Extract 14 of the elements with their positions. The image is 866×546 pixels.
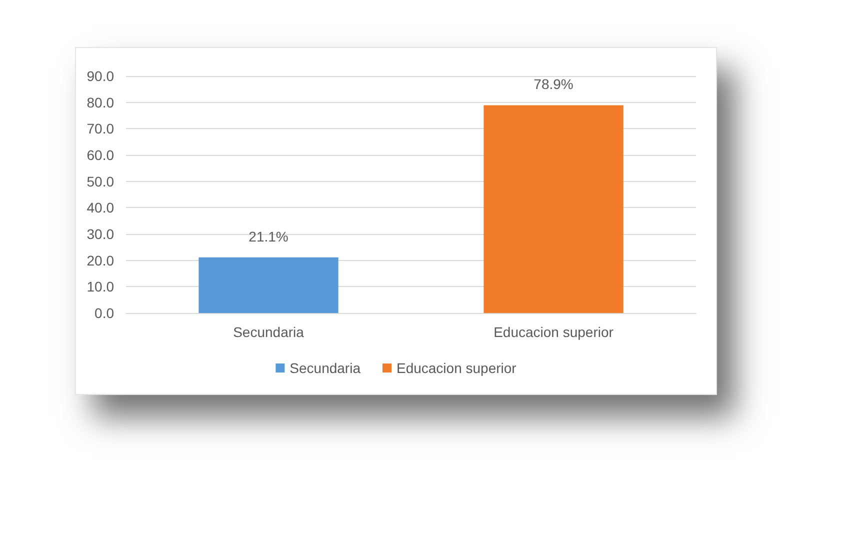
legend-label: Secundaria xyxy=(290,360,361,376)
y-tick-label: 80.0 xyxy=(86,94,114,110)
y-tick-label: 60.0 xyxy=(86,147,114,163)
y-tick-label: 50.0 xyxy=(86,173,114,190)
legend-label: Educacion superior xyxy=(396,360,517,376)
y-tick-label: 90.0 xyxy=(86,68,114,84)
y-tick-label: 20.0 xyxy=(86,252,114,268)
data-label: 21.1% xyxy=(248,228,288,244)
y-tick-label: 70.0 xyxy=(86,120,114,137)
y-tick-label: 40.0 xyxy=(86,200,114,216)
y-tick-label: 0.0 xyxy=(94,305,114,321)
data-label: 78.9% xyxy=(534,76,574,92)
y-tick-label: 10.0 xyxy=(86,278,114,295)
y-tick-label: 30.0 xyxy=(86,226,114,242)
